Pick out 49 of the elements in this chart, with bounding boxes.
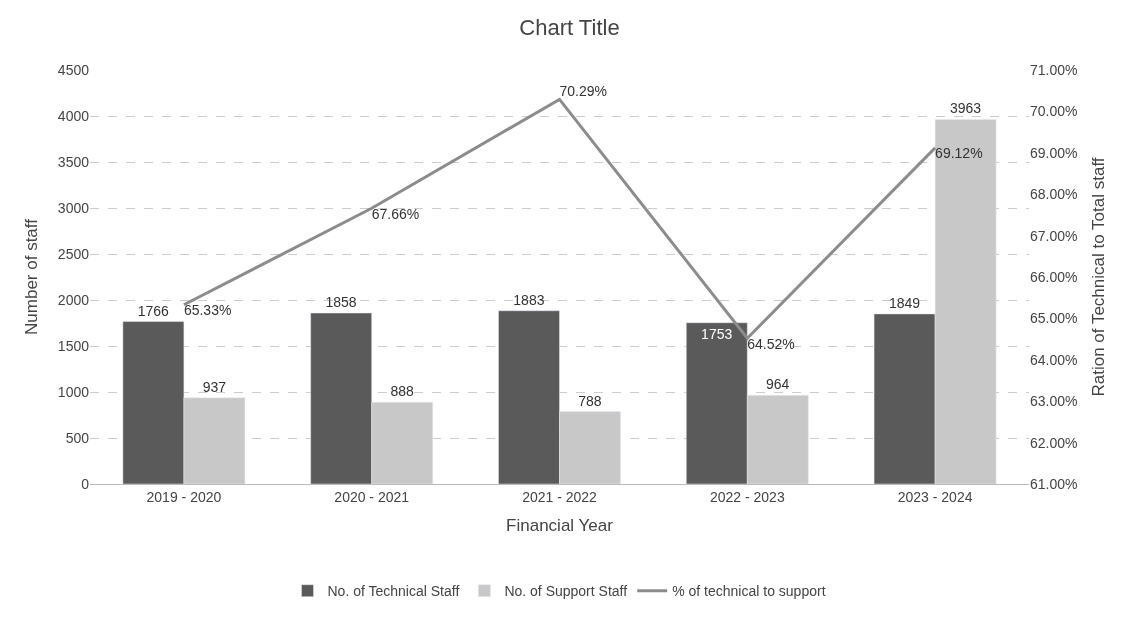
y2-tick-label: 63.00% (1030, 393, 1078, 410)
data-label: 67.66% (371, 205, 420, 222)
y-tick-label: 4000 (57, 107, 90, 124)
legend-label: No. of Support Staff (504, 583, 628, 600)
y-tick-label: 2000 (57, 291, 90, 308)
data-label: 3963 (949, 100, 982, 117)
data-label: 65.33% (183, 302, 232, 319)
y2-tick-label: 69.00% (1030, 144, 1078, 161)
y-tick-label: 1000 (57, 383, 90, 400)
legend-label: No. of Technical Staff (327, 583, 460, 600)
y-tick-label: 1500 (57, 337, 90, 354)
x-tick-label: 2022 - 2023 (709, 488, 785, 505)
y2-tick-label: 61.00% (1030, 475, 1078, 492)
x-tick-label: 2019 - 2020 (146, 488, 222, 505)
y2-tick-label: 65.00% (1030, 310, 1078, 327)
data-label: 788 (578, 392, 602, 409)
x-tick-label: 2023 - 2024 (897, 488, 973, 505)
legend-label: % of technical to support (672, 583, 826, 600)
x-tick-label: 2021 - 2022 (522, 488, 598, 505)
chart-title: Chart Title (519, 15, 620, 40)
y-tick-label: 3500 (57, 153, 90, 170)
data-label: 1753 (701, 325, 733, 342)
x-tick-label: 2020 - 2021 (334, 488, 410, 505)
data-label: 937 (202, 378, 227, 395)
y2-tick-label: 71.00% (1030, 61, 1078, 78)
y2-tick-label: 62.00% (1030, 434, 1078, 451)
y2-tick-label: 67.00% (1030, 227, 1078, 244)
data-label: 64.52% (747, 335, 795, 352)
y2-tick-label: 64.00% (1030, 351, 1078, 368)
y-tick-label: 0 (81, 475, 90, 492)
y2-tick-label: 68.00% (1030, 186, 1078, 203)
data-label: 1849 (888, 294, 921, 311)
data-label: 70.29% (559, 82, 607, 99)
data-label: 69.12% (935, 145, 983, 162)
data-label: 964 (766, 376, 790, 393)
y-tick-label: 3000 (57, 199, 90, 216)
x-axis-title: Financial Year (506, 516, 614, 536)
data-label: 1766 (137, 302, 170, 319)
data-label: 1858 (325, 294, 357, 311)
y-axis-title: Number of staff (22, 218, 42, 335)
y2-axis-title: Ration of Technical to Total staff (1088, 157, 1108, 397)
y2-tick-label: 70.00% (1030, 103, 1078, 120)
line-series (182, 97, 937, 340)
y2-tick-label: 66.00% (1030, 268, 1078, 285)
data-label: 888 (390, 383, 415, 400)
data-label: 1883 (513, 291, 545, 308)
y-tick-label: 2500 (57, 245, 90, 262)
y-tick-label: 4500 (57, 61, 90, 78)
y-tick-label: 500 (65, 429, 90, 446)
